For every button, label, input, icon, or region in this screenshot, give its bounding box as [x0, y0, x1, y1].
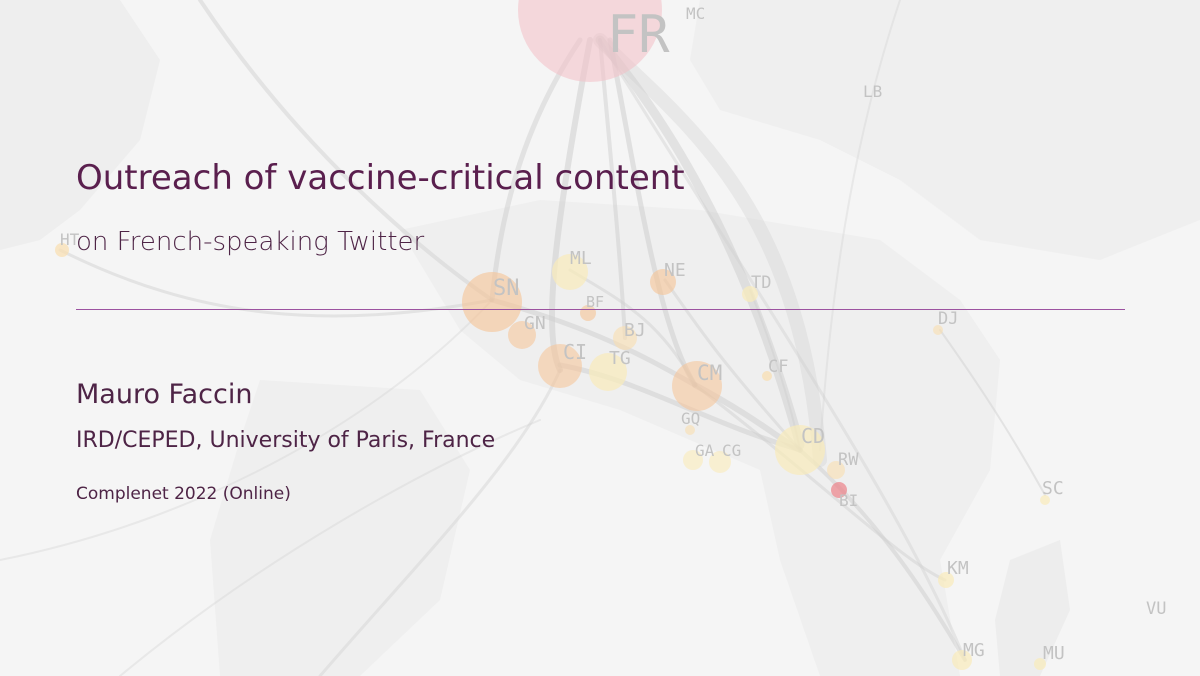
map-label: GA	[695, 441, 715, 460]
map-label: MU	[1043, 643, 1065, 664]
continent-shape	[995, 540, 1070, 676]
continent-shape	[0, 0, 160, 250]
node-bi	[831, 482, 847, 498]
map-label: VU	[1146, 599, 1166, 619]
node-cg	[709, 451, 731, 473]
map-label: MC	[686, 4, 705, 23]
map-label: LB	[863, 82, 882, 101]
map-label: GN	[524, 313, 546, 334]
node-gn	[508, 321, 536, 349]
map-label: CM	[697, 361, 722, 385]
node-ne	[650, 269, 676, 295]
map-label: HT	[60, 230, 80, 249]
node-mg	[952, 650, 972, 670]
node-mu	[1034, 658, 1046, 670]
node-ga	[683, 450, 703, 470]
map-label: BF	[586, 293, 604, 311]
map-label: TD	[751, 273, 771, 293]
node-bj	[613, 326, 637, 350]
node-td	[742, 286, 758, 302]
node-gq	[685, 425, 695, 435]
node-sn	[462, 272, 522, 332]
map-label: KM	[947, 558, 969, 579]
map-label: MG	[963, 640, 985, 661]
node-dj	[933, 325, 943, 335]
map-label: GQ	[681, 409, 700, 428]
map-label: FR	[607, 5, 670, 65]
node-ml	[552, 254, 588, 290]
node-cm	[672, 361, 722, 411]
title-divider	[76, 309, 1125, 310]
node-cf	[762, 371, 772, 381]
map-label: CI	[563, 340, 587, 364]
map-label: CF	[768, 357, 788, 377]
author-name: Mauro Faccin	[76, 379, 253, 410]
map-label: BJ	[624, 320, 646, 341]
node-ht	[55, 243, 69, 257]
continent-shape	[690, 0, 1200, 260]
node-ci	[538, 344, 582, 388]
node-cd	[775, 425, 825, 475]
node-tg	[589, 353, 627, 391]
map-label: BI	[839, 491, 858, 510]
map-label: RW	[838, 450, 859, 470]
continent-shape	[210, 380, 470, 676]
node-sc	[1040, 495, 1050, 505]
map-label: TG	[609, 348, 631, 369]
map-label: CG	[722, 441, 741, 460]
node-rw	[827, 461, 845, 479]
slide-title: Outreach of vaccine-critical content	[76, 158, 685, 198]
map-label: SC	[1042, 478, 1064, 499]
map-label: SN	[493, 276, 520, 301]
map-label: CD	[801, 424, 825, 448]
map-label: ML	[570, 248, 592, 269]
map-label: DJ	[938, 309, 958, 329]
slide-subtitle: on French-speaking Twitter	[76, 227, 425, 257]
node-km	[938, 572, 954, 588]
author-affiliation: IRD/CEPED, University of Paris, France	[76, 428, 496, 453]
node-fr	[518, 0, 662, 82]
event-name: Complenet 2022 (Online)	[76, 484, 291, 504]
map-label: NE	[664, 260, 686, 281]
